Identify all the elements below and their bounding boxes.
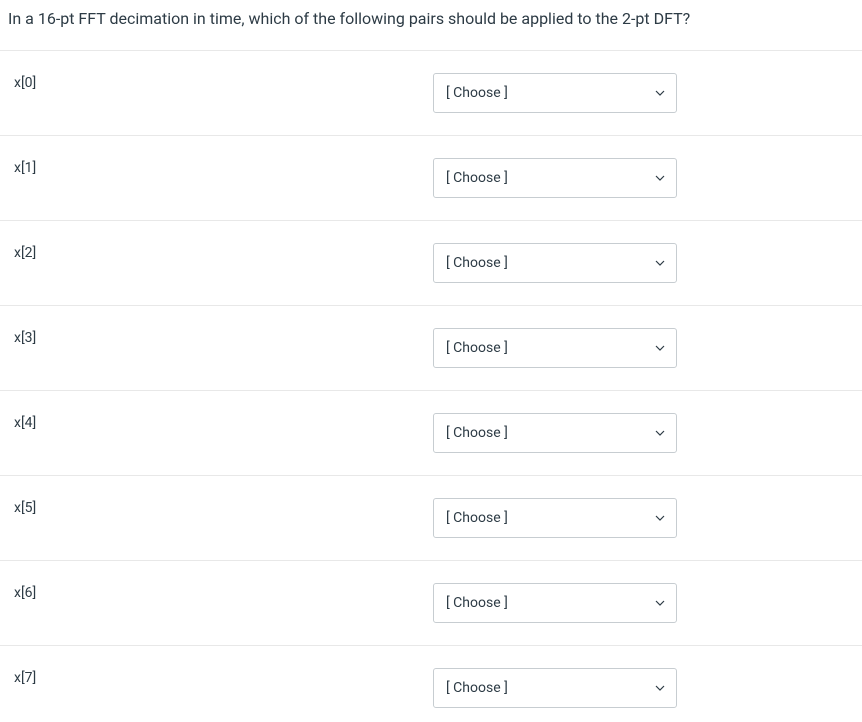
chevron-down-icon	[654, 257, 666, 269]
match-row: x[2] [ Choose ]	[0, 220, 862, 305]
match-select-wrap: [ Choose ]	[433, 583, 677, 623]
match-label: x[0]	[14, 73, 433, 91]
match-label: x[1]	[14, 158, 433, 176]
match-label: x[3]	[14, 328, 433, 346]
match-label: x[5]	[14, 498, 433, 516]
match-label: x[7]	[14, 668, 433, 686]
question-prompt: In a 16-pt FFT decimation in time, which…	[0, 0, 862, 50]
dropdown-placeholder: [ Choose ]	[446, 680, 508, 696]
dropdown-placeholder: [ Choose ]	[446, 510, 508, 526]
match-select-wrap: [ Choose ]	[433, 498, 677, 538]
match-row: x[0] [ Choose ]	[0, 50, 862, 135]
dropdown-placeholder: [ Choose ]	[446, 255, 508, 271]
choice-dropdown[interactable]: [ Choose ]	[433, 73, 677, 113]
dropdown-placeholder: [ Choose ]	[446, 425, 508, 441]
matching-list: x[0] [ Choose ] x[1] [ Choose ] x[2]	[0, 50, 862, 722]
match-select-wrap: [ Choose ]	[433, 243, 677, 283]
chevron-down-icon	[654, 87, 666, 99]
chevron-down-icon	[654, 172, 666, 184]
chevron-down-icon	[654, 597, 666, 609]
chevron-down-icon	[654, 342, 666, 354]
match-select-wrap: [ Choose ]	[433, 328, 677, 368]
dropdown-placeholder: [ Choose ]	[446, 170, 508, 186]
choice-dropdown[interactable]: [ Choose ]	[433, 243, 677, 283]
dropdown-placeholder: [ Choose ]	[446, 85, 508, 101]
match-label: x[2]	[14, 243, 433, 261]
match-select-wrap: [ Choose ]	[433, 413, 677, 453]
choice-dropdown[interactable]: [ Choose ]	[433, 668, 677, 708]
match-label: x[6]	[14, 583, 433, 601]
match-row: x[6] [ Choose ]	[0, 560, 862, 645]
choice-dropdown[interactable]: [ Choose ]	[433, 498, 677, 538]
choice-dropdown[interactable]: [ Choose ]	[433, 328, 677, 368]
chevron-down-icon	[654, 682, 666, 694]
dropdown-placeholder: [ Choose ]	[446, 595, 508, 611]
match-row: x[1] [ Choose ]	[0, 135, 862, 220]
choice-dropdown[interactable]: [ Choose ]	[433, 158, 677, 198]
dropdown-placeholder: [ Choose ]	[446, 340, 508, 356]
match-label: x[4]	[14, 413, 433, 431]
chevron-down-icon	[654, 427, 666, 439]
choice-dropdown[interactable]: [ Choose ]	[433, 583, 677, 623]
choice-dropdown[interactable]: [ Choose ]	[433, 413, 677, 453]
match-row: x[7] [ Choose ]	[0, 645, 862, 722]
match-select-wrap: [ Choose ]	[433, 73, 677, 113]
match-row: x[5] [ Choose ]	[0, 475, 862, 560]
match-select-wrap: [ Choose ]	[433, 668, 677, 708]
match-row: x[4] [ Choose ]	[0, 390, 862, 475]
match-row: x[3] [ Choose ]	[0, 305, 862, 390]
match-select-wrap: [ Choose ]	[433, 158, 677, 198]
chevron-down-icon	[654, 512, 666, 524]
